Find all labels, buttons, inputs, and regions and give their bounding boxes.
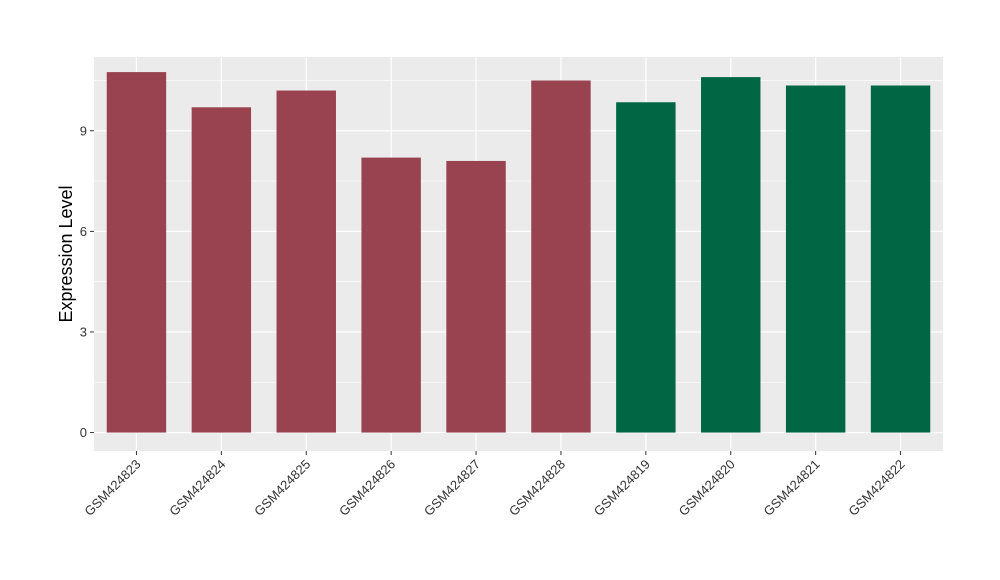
x-tick-label: GSM424826 [336,457,398,519]
y-tick-label: 9 [80,123,87,138]
bar-gsm424825 [276,90,336,433]
x-tick-label: GSM424825 [251,457,313,519]
y-axis-title: Expression Level [56,185,76,322]
bar-gsm424826 [361,157,421,433]
x-tick-label: GSM424823 [81,457,143,519]
bar-gsm424822 [870,85,931,433]
x-axis: GSM424823 GSM424824 GSM424825 GSM424826 GSM4… [81,451,908,519]
x-tick-label: GSM424824 [166,457,228,519]
y-tick-label: 0 [80,425,87,440]
bars [106,72,931,433]
bar-gsm424820 [701,77,761,433]
bar-gsm424819 [616,102,676,433]
x-tick-label: GSM424821 [761,457,823,519]
y-tick-label: 6 [80,224,87,239]
x-tick-label: GSM424828 [506,457,568,519]
bar-gsm424823 [106,72,167,433]
bar-gsm424827 [446,160,506,433]
bar-gsm424824 [191,107,252,433]
x-tick-label: GSM424820 [676,457,738,519]
x-tick-label: GSM424819 [591,457,653,519]
x-tick-label: GSM424822 [845,457,907,519]
bar-gsm424821 [785,85,846,433]
y-axis: 0 3 6 9 [80,123,94,440]
x-tick-label: GSM424827 [421,457,483,519]
bar-gsm424828 [531,80,591,433]
y-tick-label: 3 [80,324,87,339]
